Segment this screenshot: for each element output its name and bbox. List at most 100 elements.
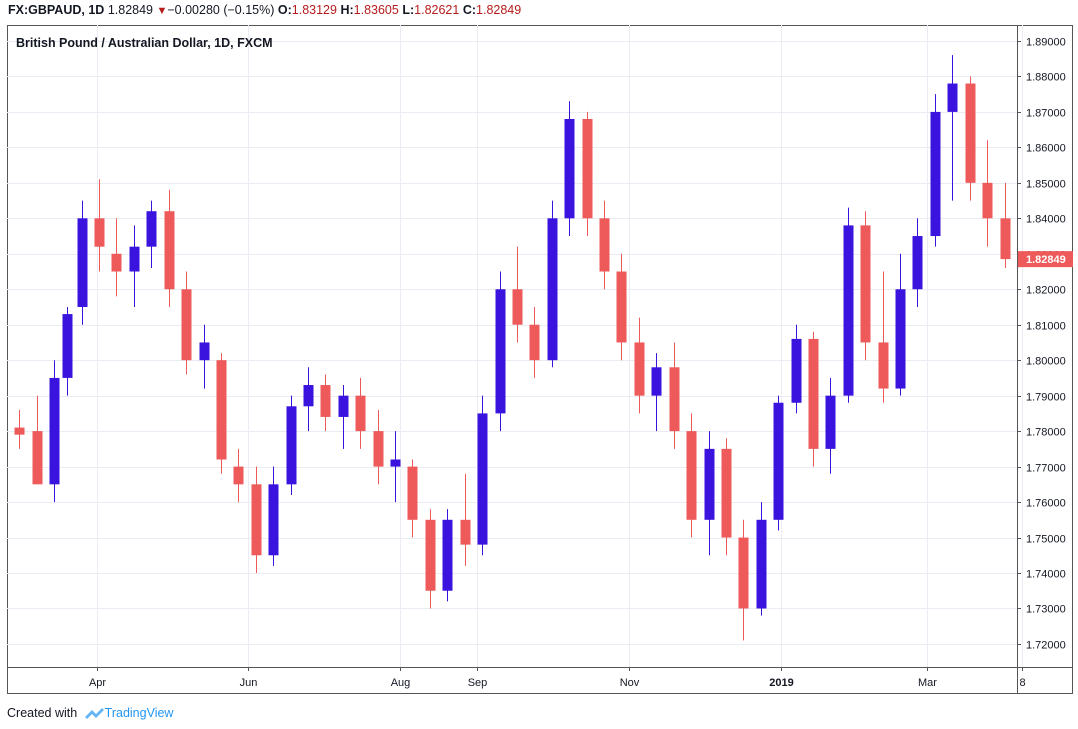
y-tick-label: 1.86000 bbox=[1026, 143, 1066, 155]
grid-lines bbox=[7, 25, 1023, 667]
y-tick-label: 1.81000 bbox=[1026, 321, 1066, 333]
candle-body bbox=[582, 118, 593, 219]
interval-label[interactable]: 1D bbox=[88, 3, 105, 17]
price-axis[interactable]: 1.72000 1.73000 1.74000 1.75000 1.76000 1.770… bbox=[1017, 37, 1066, 652]
price-tag-bg bbox=[1018, 251, 1073, 268]
candle bbox=[860, 211, 871, 361]
candle-body bbox=[251, 484, 262, 556]
candle bbox=[425, 509, 436, 609]
candle-body bbox=[14, 427, 25, 435]
candle bbox=[634, 317, 645, 414]
price-chart[interactable]: 1.72000 1.73000 1.74000 1.75000 1.76000 1.770… bbox=[7, 25, 1073, 694]
candle-body bbox=[286, 406, 297, 485]
symbol-header: FX:GBPAUD, 1D 1.82849 ▼−0.00280 (−0.15%)… bbox=[8, 3, 522, 17]
candle-body bbox=[77, 218, 88, 307]
candle-body bbox=[895, 289, 906, 389]
candle bbox=[825, 377, 836, 474]
y-tick-label: 1.79000 bbox=[1026, 392, 1066, 404]
candle-body bbox=[982, 182, 993, 219]
x-tick-label: Nov bbox=[620, 677, 640, 689]
candle-body bbox=[268, 484, 279, 556]
candle bbox=[199, 324, 210, 389]
candle bbox=[129, 225, 140, 307]
candle bbox=[303, 367, 314, 432]
candle bbox=[947, 55, 958, 201]
candle-body bbox=[773, 402, 784, 520]
x-tick-label: 2019 bbox=[769, 677, 793, 689]
candle bbox=[512, 246, 523, 343]
candle bbox=[216, 353, 227, 474]
y-tick-label: 1.74000 bbox=[1026, 569, 1066, 581]
candle-body bbox=[808, 338, 819, 449]
y-tick-label: 1.85000 bbox=[1026, 179, 1066, 191]
high-value: 1.83605 bbox=[353, 3, 399, 17]
last-price-tag: 1.82849 bbox=[1018, 251, 1073, 268]
y-tick-label: 1.75000 bbox=[1026, 534, 1066, 546]
created-with-label: Created with bbox=[7, 706, 78, 720]
candle bbox=[14, 409, 25, 449]
x-tick-label: Sep bbox=[468, 677, 488, 689]
candle-body bbox=[32, 431, 43, 485]
candle bbox=[930, 94, 941, 247]
candle-body bbox=[825, 395, 836, 449]
candle-body bbox=[669, 367, 680, 432]
candle-body bbox=[512, 289, 523, 325]
y-tick-label: 1.78000 bbox=[1026, 427, 1066, 439]
candle bbox=[49, 360, 60, 503]
candle bbox=[564, 101, 575, 237]
candle bbox=[338, 385, 349, 449]
candle bbox=[686, 413, 697, 538]
candle-body bbox=[634, 342, 645, 396]
candle-body bbox=[49, 377, 60, 485]
candle-body bbox=[912, 236, 923, 290]
chart-border bbox=[7, 25, 1073, 694]
candle-body bbox=[460, 519, 471, 545]
time-axis[interactable]: Apr Jun Aug Sep Nov 2019 Mar 8 bbox=[89, 667, 1026, 689]
candle bbox=[582, 111, 593, 237]
candle-body bbox=[756, 519, 767, 609]
candle bbox=[721, 438, 732, 556]
tradingview-link[interactable]: TradingView bbox=[104, 706, 174, 720]
candle-body bbox=[477, 413, 488, 545]
candle bbox=[895, 253, 906, 396]
candle-body bbox=[930, 111, 941, 237]
candle bbox=[756, 502, 767, 616]
x-tick-label: Jun bbox=[240, 677, 258, 689]
candle-body bbox=[407, 466, 418, 520]
y-tick-label: 1.84000 bbox=[1026, 214, 1066, 226]
candle bbox=[965, 76, 976, 201]
chart-title: British Pound / Australian Dollar, 1D, F… bbox=[16, 36, 273, 50]
candle bbox=[268, 466, 279, 566]
candle bbox=[390, 431, 401, 503]
candle bbox=[164, 189, 175, 307]
candle bbox=[94, 179, 105, 272]
last-price: 1.82849 bbox=[107, 3, 153, 17]
candle-body bbox=[791, 338, 802, 403]
candle bbox=[495, 271, 506, 432]
y-tick-label: 1.87000 bbox=[1026, 108, 1066, 120]
x-tick-label: Apr bbox=[89, 677, 106, 689]
candle-body bbox=[564, 118, 575, 219]
candle-body bbox=[216, 360, 227, 460]
candle bbox=[982, 140, 993, 247]
y-tick-label: 1.82000 bbox=[1026, 285, 1066, 297]
candle bbox=[320, 374, 331, 432]
candle bbox=[599, 200, 610, 290]
open-value: 1.83129 bbox=[291, 3, 337, 17]
high-label: H: bbox=[340, 3, 354, 17]
x-tick-label: Mar bbox=[918, 677, 937, 689]
symbol-name[interactable]: FX:GBPAUD bbox=[8, 3, 82, 17]
candle bbox=[355, 377, 366, 449]
y-tick-label: 1.76000 bbox=[1026, 498, 1066, 510]
candle bbox=[251, 466, 262, 574]
candle bbox=[1000, 182, 1011, 268]
candle bbox=[286, 395, 297, 495]
chart-frame[interactable]: 1.72000 1.73000 1.74000 1.75000 1.76000 1.770… bbox=[7, 25, 1073, 694]
price-change: −0.00280 (−0.15%) bbox=[167, 3, 275, 17]
candle-body bbox=[338, 395, 349, 417]
candle-body bbox=[129, 246, 140, 272]
candle-body bbox=[94, 218, 105, 247]
candle-body bbox=[164, 211, 175, 290]
footer: Created with TradingView bbox=[7, 706, 173, 720]
candle-body bbox=[704, 448, 715, 520]
